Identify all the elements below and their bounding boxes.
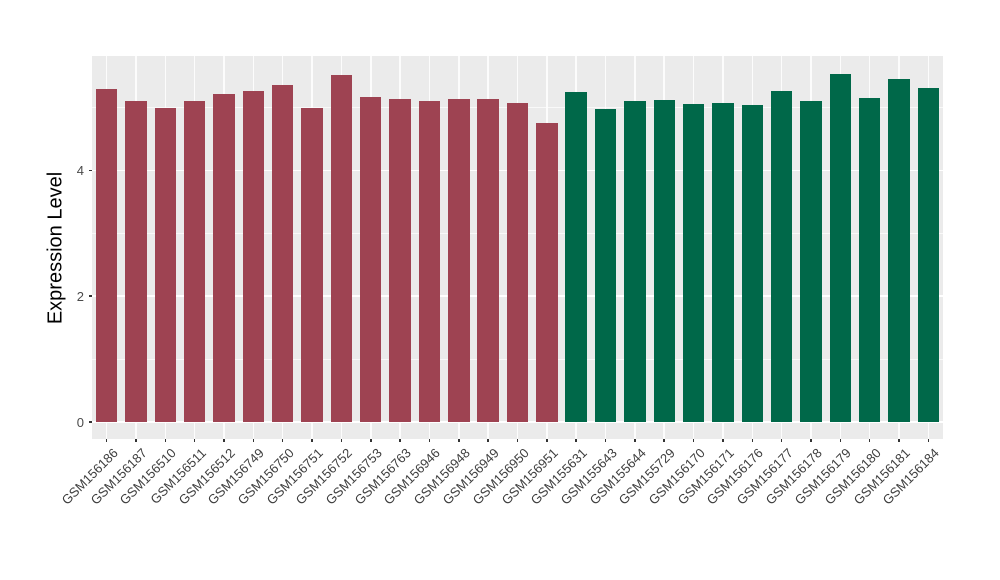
x-tick-mark [722, 439, 724, 442]
x-tick-mark [810, 439, 812, 442]
bar-GSM156749 [242, 90, 265, 422]
bar-GSM156178 [800, 100, 822, 422]
x-tick-mark [663, 439, 665, 442]
bar-GSM156187 [125, 100, 147, 422]
bar-GSM156750 [272, 84, 294, 422]
bar-GSM156763 [389, 99, 411, 423]
x-tick-mark [223, 439, 225, 442]
bar-GSM156948 [448, 98, 470, 422]
bar-GSM156176 [741, 105, 763, 422]
bar-GSM156751 [301, 108, 323, 422]
x-tick-mark [164, 439, 167, 442]
x-tick-mark [340, 439, 343, 442]
x-tick-mark [281, 439, 284, 442]
x-tick-mark [135, 439, 137, 442]
bar-GSM156180 [858, 97, 881, 422]
x-tick-mark [575, 439, 577, 442]
x-tick-mark [252, 439, 255, 442]
bar-GSM155729 [653, 100, 675, 422]
bar-GSM156171 [712, 102, 734, 422]
bar-GSM156512 [213, 94, 235, 423]
bar-GSM156181 [888, 78, 910, 422]
bar-GSM156186 [95, 89, 118, 423]
x-tick-mark [487, 439, 489, 442]
x-tick-mark [634, 439, 636, 442]
y-tick-mark [88, 295, 92, 297]
x-tick-mark [546, 439, 548, 442]
bar-GSM156170 [682, 103, 705, 422]
bar-GSM156946 [418, 101, 441, 422]
bar-GSM155644 [624, 101, 646, 422]
bar-GSM156753 [360, 96, 382, 423]
major-gridline [92, 421, 943, 423]
x-tick-mark [311, 439, 313, 442]
x-tick-mark [516, 439, 519, 442]
x-tick-mark [898, 439, 900, 442]
bar-GSM156184 [917, 88, 940, 422]
y-tick-mark [88, 169, 92, 172]
x-tick-mark [604, 439, 607, 442]
bar-GSM156949 [477, 98, 499, 422]
x-tick-mark [193, 439, 196, 442]
bar-GSM155643 [594, 109, 617, 423]
x-tick-mark [751, 439, 753, 442]
plot-panel [92, 56, 943, 439]
x-tick-mark [780, 439, 783, 442]
bar-GSM156511 [183, 101, 206, 422]
x-tick-mark [370, 439, 372, 442]
x-tick-mark [839, 439, 842, 442]
y-tick-mark [88, 421, 92, 423]
x-tick-mark [692, 439, 695, 442]
bar-GSM156950 [506, 102, 529, 422]
y-tick-label: 4 [76, 162, 84, 178]
bar-GSM156177 [770, 91, 793, 422]
x-tick-mark [927, 439, 930, 442]
x-tick-mark [399, 439, 401, 442]
bar-GSM156752 [330, 75, 353, 422]
bar-GSM156179 [829, 74, 851, 423]
y-tick-label: 0 [76, 414, 84, 430]
y-tick-label: 2 [76, 288, 84, 304]
x-tick-mark [458, 439, 460, 442]
bar-GSM155631 [565, 92, 587, 422]
x-tick-mark [105, 439, 108, 442]
x-tick-mark [428, 439, 431, 442]
x-tick-mark [868, 439, 871, 442]
bar-GSM156951 [536, 122, 558, 422]
bar-GSM156510 [154, 107, 177, 422]
